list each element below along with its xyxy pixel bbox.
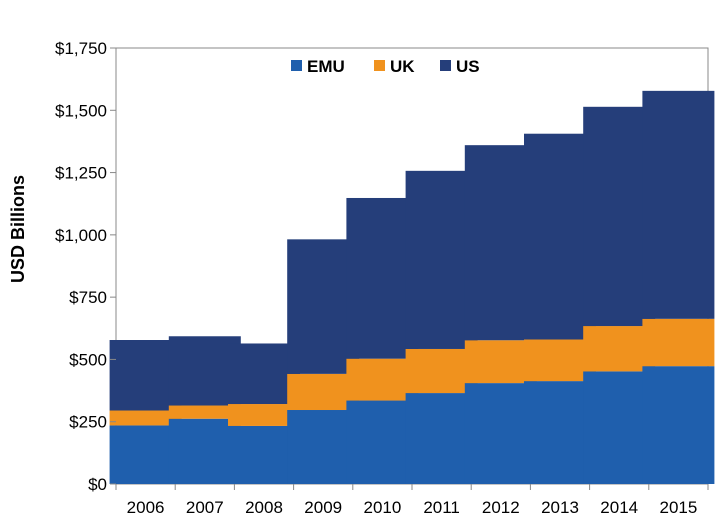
x-tick-label: 2014	[600, 498, 638, 517]
y-tick-label: $1,750	[55, 39, 107, 58]
y-tick-label: $250	[69, 413, 107, 432]
legend-swatch-uk	[374, 60, 385, 71]
y-tick-label: $1,000	[55, 226, 107, 245]
y-tick-label: $0	[88, 475, 107, 494]
x-tick-label: 2013	[541, 498, 579, 517]
bar-uk-2007	[168, 405, 241, 419]
y-tick-label: $1,500	[55, 101, 107, 120]
x-tick-label: 2010	[363, 498, 401, 517]
bar-uk-2008	[228, 404, 300, 426]
legend-swatch-emu	[291, 60, 302, 71]
legend-label-uk: UK	[390, 57, 415, 76]
y-axis: $0 $250 $500 $750 $1,000 $1,250 $1,500 $1,750	[55, 39, 116, 494]
y-tick-label: $750	[69, 288, 107, 307]
x-axis: 2006 2007 2008 2009 2010 2011 2012 2013 2014 2015	[115, 484, 709, 517]
bar-uk-2015	[642, 318, 715, 367]
x-tick-label: 2007	[186, 498, 224, 517]
x-tick-label: 2012	[482, 498, 520, 517]
y-axis-title: USD Billions	[8, 175, 28, 283]
x-tick-label: 2015	[659, 498, 697, 517]
legend: EMU UK US	[291, 57, 480, 76]
x-tick-label: 2006	[127, 498, 165, 517]
y-tick-label: $500	[69, 350, 107, 369]
legend-label-us: US	[456, 57, 480, 76]
bar-emu-2015	[642, 366, 715, 484]
y-tick-label: $1,250	[55, 164, 107, 183]
bar-us-2015	[642, 90, 715, 319]
x-tick-label: 2009	[304, 498, 342, 517]
legend-label-emu: EMU	[307, 57, 345, 76]
x-tick-label: 2011	[423, 498, 460, 517]
bar-uk-2006	[109, 410, 182, 426]
bars-group	[109, 90, 715, 484]
legend-swatch-us	[440, 60, 451, 71]
x-tick-label: 2008	[245, 498, 283, 517]
